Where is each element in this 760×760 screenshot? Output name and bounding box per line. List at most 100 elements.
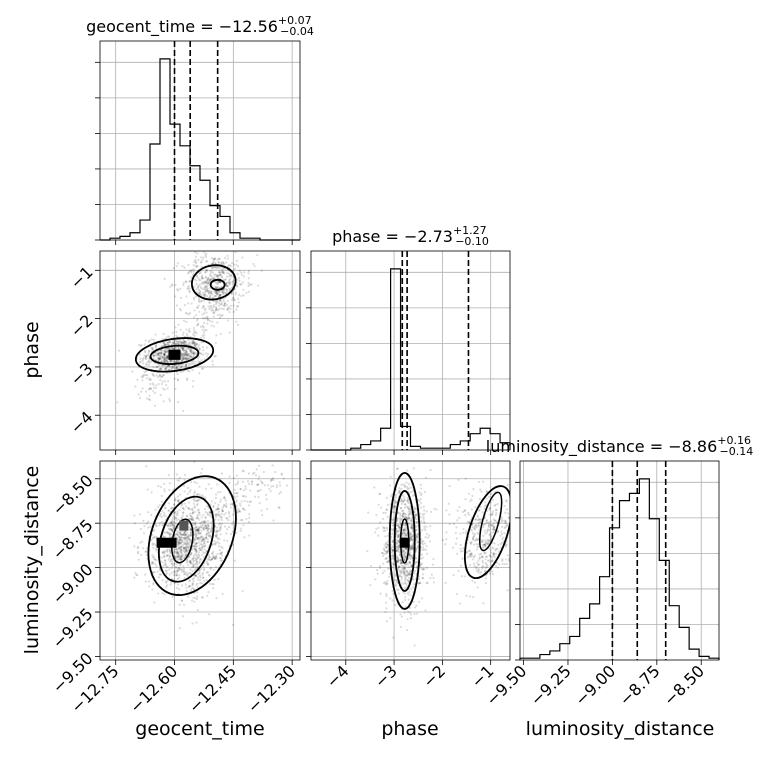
sample-point (141, 387, 144, 390)
sample-point (223, 497, 226, 500)
sample-point (213, 266, 216, 269)
x-tick-label-geocent_time: −12.45 (185, 661, 240, 716)
sample-point (213, 539, 216, 543)
sample-point (257, 489, 260, 493)
sample-point (236, 278, 239, 281)
sample-point (193, 490, 197, 493)
sample-point (194, 499, 197, 502)
sample-point (203, 312, 206, 315)
sample-point (209, 534, 212, 538)
sample-point (173, 563, 176, 566)
sample-point (505, 524, 508, 527)
sample-point (188, 526, 191, 529)
sample-point (201, 277, 204, 280)
x-tick-label-luminosity_distance: −9.00 (571, 661, 619, 709)
sample-point (377, 534, 380, 537)
sample-point (423, 568, 426, 571)
sample-point (416, 612, 419, 615)
sample-point (208, 527, 211, 531)
sample-point (401, 564, 404, 567)
sample-point (207, 527, 210, 530)
sample-point (432, 581, 436, 584)
sample-point (414, 516, 417, 519)
sample-point (410, 517, 414, 520)
sample-point (490, 513, 494, 516)
sample-point (219, 293, 222, 297)
sample-point (202, 293, 206, 296)
sample-point (241, 494, 245, 498)
sample-point (179, 537, 182, 540)
sample-point (212, 556, 215, 559)
sample-point (182, 511, 185, 514)
sample-point (378, 564, 382, 568)
sample-point (172, 514, 175, 518)
sample-point (391, 540, 394, 543)
sample-point (166, 361, 169, 364)
sample-point (159, 351, 163, 355)
sample-point (198, 547, 201, 550)
sample-point (217, 290, 221, 293)
sample-point (163, 352, 166, 355)
sample-point (406, 610, 410, 613)
sample-point (474, 539, 477, 542)
sample-point (195, 526, 198, 529)
sample-point (178, 535, 181, 538)
sample-point (204, 294, 207, 297)
sample-point (448, 484, 451, 488)
sample-point (227, 510, 230, 514)
sample-point (402, 568, 405, 571)
sample-point (396, 546, 399, 550)
sample-point (404, 570, 407, 573)
sample-point (195, 525, 198, 528)
sample-point (189, 512, 192, 515)
sample-point (396, 588, 399, 591)
sample-point (189, 541, 192, 544)
sample-point (207, 483, 210, 486)
sample-point (195, 275, 199, 278)
density-peak (399, 537, 410, 548)
sample-point (202, 576, 205, 579)
sample-point (477, 563, 480, 567)
sample-point (221, 271, 224, 274)
sample-point (203, 521, 206, 524)
sample-point (193, 533, 196, 536)
sample-point (236, 480, 240, 483)
sample-point (182, 511, 185, 514)
sample-point (412, 467, 415, 470)
sample-point (411, 546, 414, 549)
sample-point (169, 521, 172, 525)
sample-point (506, 483, 509, 487)
sample-point (220, 290, 223, 293)
sample-point (225, 528, 229, 531)
sample-point (184, 533, 187, 536)
sample-point (201, 520, 204, 523)
sample-point (197, 572, 200, 575)
sample-point (397, 523, 400, 526)
sample-point (464, 514, 467, 517)
sample-point (483, 552, 486, 555)
sample-point (408, 560, 411, 563)
sample-point (203, 540, 206, 543)
sample-point (408, 508, 411, 511)
sample-point (399, 613, 402, 616)
sample-point (165, 367, 168, 370)
sample-point (384, 529, 387, 532)
sample-point (493, 490, 496, 494)
sample-point (489, 549, 492, 552)
sample-point (194, 522, 197, 525)
sample-point (383, 544, 386, 547)
sample-point (223, 304, 226, 307)
sample-point (205, 533, 208, 536)
sample-point (213, 355, 216, 358)
sample-point (261, 513, 264, 517)
sample-point (148, 585, 151, 588)
sample-point (204, 288, 207, 291)
sample-point (222, 292, 225, 295)
sample-point (210, 487, 213, 490)
sample-point (410, 546, 413, 549)
sample-point (195, 279, 198, 282)
sample-point (189, 559, 192, 563)
sample-point (398, 489, 401, 493)
sample-point (198, 518, 201, 521)
sample-point (212, 276, 215, 279)
